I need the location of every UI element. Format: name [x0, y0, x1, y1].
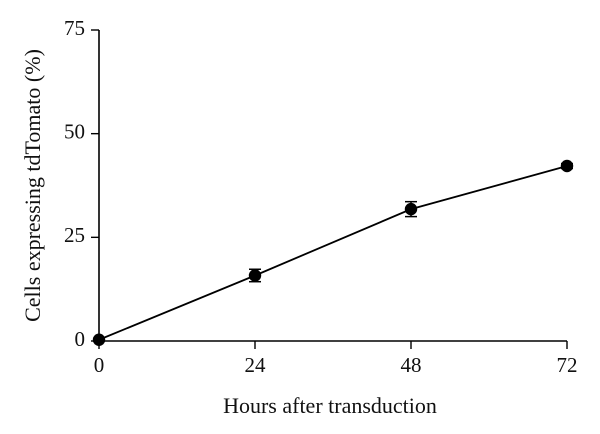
data-point-24 — [248, 269, 262, 282]
data-point-0 — [92, 333, 106, 346]
series-line-0 — [98, 165, 568, 341]
y-tick-label-50: 50 — [64, 119, 85, 143]
ticks: 0 25 50 75 0 24 48 72 — [64, 16, 578, 377]
data-point-72 — [560, 159, 574, 173]
x-tick-label-48: 48 — [401, 353, 422, 377]
x-tick-label-0: 0 — [94, 353, 105, 377]
x-tick-label-72: 72 — [557, 353, 578, 377]
y-tick-label-75: 75 — [64, 16, 85, 40]
y-axis-title: Cells expressing tdTomato (%) — [20, 49, 45, 322]
y-tick-label-25: 25 — [64, 223, 85, 247]
x-tick-label-24: 24 — [245, 353, 267, 377]
data-point-48 — [404, 202, 418, 216]
axes — [98, 30, 567, 342]
y-tick-label-0: 0 — [75, 327, 86, 351]
x-axis-title: Hours after transduction — [223, 393, 437, 418]
series — [92, 159, 574, 346]
